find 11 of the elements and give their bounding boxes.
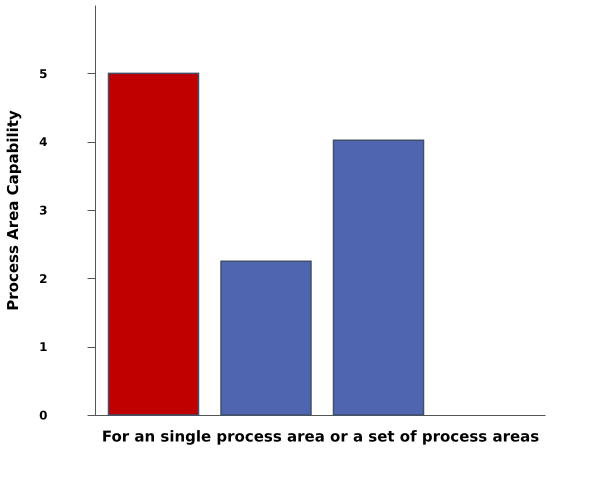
y-axis-title: Process Area Capability [4, 110, 22, 311]
y-tick-label: 3 [39, 204, 48, 218]
y-tick-label: 1 [39, 340, 48, 354]
y-tick-label: 2 [39, 272, 48, 286]
y-tick-label: 5 [39, 66, 48, 81]
y-tick-label: 4 [39, 135, 48, 150]
x-axis-title: For an single process area or a set of process areas [102, 428, 540, 446]
bar [332, 140, 424, 416]
bar [220, 260, 312, 416]
y-tick-label: 0 [39, 408, 48, 422]
bar [108, 72, 200, 416]
